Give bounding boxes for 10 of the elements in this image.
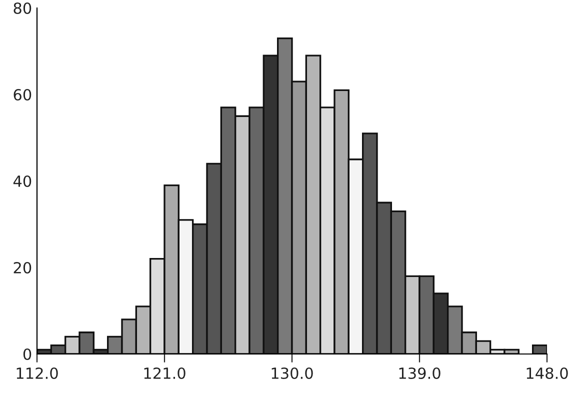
y-tick-label: 20 <box>14 262 32 274</box>
y-tick-label: 80 <box>14 2 32 14</box>
x-tick-label: 130.0 <box>272 367 313 380</box>
x-tick-label: 112.0 <box>16 367 58 380</box>
x-tick-label: 148.0 <box>526 367 568 380</box>
y-tick-label: 0 <box>23 348 32 360</box>
y-tick-label: 40 <box>13 175 32 188</box>
x-tick-label: 139.0 <box>399 367 440 380</box>
x-tick-label: 121.0 <box>144 367 186 380</box>
y-tick-label: 60 <box>14 88 32 101</box>
